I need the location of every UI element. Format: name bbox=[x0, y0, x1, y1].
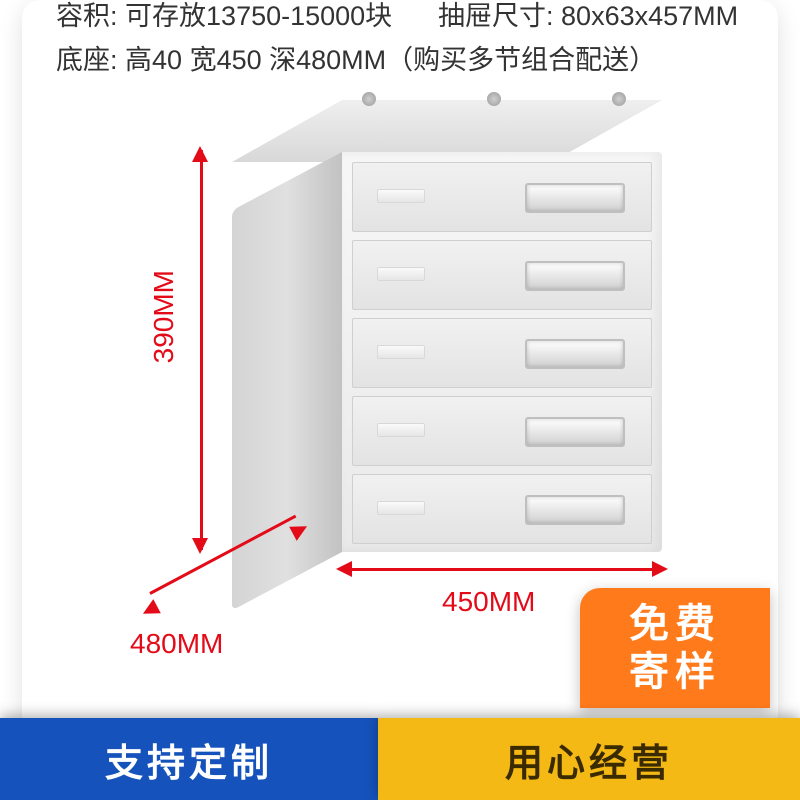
dimension-depth-label: 480MM bbox=[130, 628, 223, 660]
spec-base-value: 高40 宽450 深480MM（购买多节组合配送） bbox=[125, 45, 656, 75]
arrow-left-icon bbox=[139, 599, 161, 621]
banner-left-label: 支持定制 bbox=[105, 732, 273, 787]
arrow-left-icon bbox=[336, 561, 352, 577]
drawer-emboss bbox=[377, 267, 425, 281]
spec-capacity-label: 容积: bbox=[56, 1, 118, 31]
arrow-right-icon bbox=[652, 561, 668, 577]
free-sample-badge[interactable]: 免费 寄样 bbox=[580, 588, 770, 708]
drawer-emboss bbox=[377, 501, 425, 515]
dimension-width-label: 450MM bbox=[442, 586, 535, 618]
spec-drawer-dim: 抽屉尺寸: 80x63x457MM bbox=[438, 0, 738, 33]
drawer bbox=[352, 162, 652, 232]
drawer bbox=[352, 474, 652, 544]
banner-service[interactable]: 用心经营 bbox=[378, 718, 800, 800]
spec-base: 底座: 高40 宽450 深480MM（购买多节组合配送） bbox=[56, 38, 656, 77]
dimension-height: 390MM bbox=[140, 150, 220, 550]
drawer-emboss bbox=[377, 345, 425, 359]
drawer-emboss bbox=[377, 423, 425, 437]
badge-line1: 免费 bbox=[629, 600, 721, 648]
drawer bbox=[352, 318, 652, 388]
banner-customize[interactable]: 支持定制 bbox=[0, 718, 378, 800]
drawer-handle bbox=[525, 261, 625, 291]
badge-line2: 寄样 bbox=[629, 648, 721, 696]
drawer bbox=[352, 396, 652, 466]
arrow-down-icon bbox=[192, 538, 208, 554]
screw-icon bbox=[362, 92, 376, 106]
drawer-handle bbox=[525, 183, 625, 213]
spec-drawer-label: 抽屉尺寸: bbox=[438, 1, 554, 31]
drawer bbox=[352, 240, 652, 310]
arrow-line bbox=[200, 150, 203, 550]
drawer-emboss bbox=[377, 189, 425, 203]
cabinet-illustration bbox=[232, 100, 662, 620]
screw-icon bbox=[487, 92, 501, 106]
spec-base-label: 底座: bbox=[56, 45, 118, 75]
drawer-handle bbox=[525, 417, 625, 447]
banner-right-label: 用心经营 bbox=[505, 732, 673, 787]
arrow-line bbox=[342, 568, 662, 571]
drawer-handle bbox=[525, 495, 625, 525]
drawer-handle bbox=[525, 339, 625, 369]
cabinet-front bbox=[342, 152, 662, 552]
dimension-height-label: 390MM bbox=[148, 270, 180, 363]
arrow-up-icon bbox=[192, 146, 208, 162]
screw-icon bbox=[612, 92, 626, 106]
spec-drawer-value: 80x63x457MM bbox=[561, 1, 738, 31]
spec-capacity-value: 可存放13750-15000块 bbox=[125, 1, 392, 31]
spec-capacity: 容积: 可存放13750-15000块 bbox=[56, 0, 392, 33]
dimension-depth: 480MM bbox=[160, 586, 360, 676]
